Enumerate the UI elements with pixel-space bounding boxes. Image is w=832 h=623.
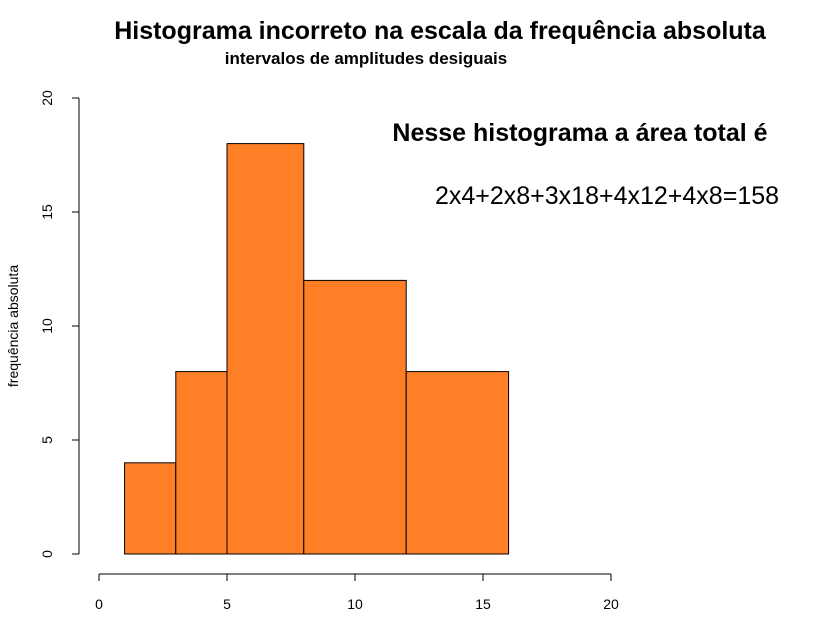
histogram-bar-1 bbox=[124, 462, 177, 555]
chart-subtitle: intervalos de amplitudes desiguais bbox=[225, 49, 507, 68]
bars-group bbox=[124, 143, 510, 555]
annotation-area-heading: Nesse histograma a área total é bbox=[392, 119, 767, 147]
x-tick-label: 10 bbox=[347, 596, 363, 612]
histogram-bar-5 bbox=[405, 371, 510, 555]
y-tick-label: 20 bbox=[39, 90, 55, 106]
histogram-bar-4 bbox=[303, 279, 407, 555]
y-tick-label: 5 bbox=[39, 436, 55, 444]
y-tick-label: 15 bbox=[39, 204, 55, 220]
y-tick-label: 0 bbox=[39, 550, 55, 558]
y-axis-title: frequência absoluta bbox=[5, 265, 21, 387]
chart-title: Histograma incorreto na escala da frequê… bbox=[114, 17, 767, 45]
x-tick-label: 5 bbox=[223, 596, 231, 612]
y-tick-label: 10 bbox=[39, 318, 55, 334]
histogram-bar-3 bbox=[226, 143, 305, 555]
x-tick-label: 15 bbox=[475, 596, 491, 612]
x-axis-ticks: 0 5 10 15 20 bbox=[95, 574, 619, 612]
histogram-bar-2 bbox=[175, 371, 228, 555]
x-tick-label: 0 bbox=[95, 596, 103, 612]
y-axis-ticks: 0 5 10 15 20 bbox=[39, 90, 79, 558]
x-tick-label: 20 bbox=[603, 596, 619, 612]
annotation-area-formula: 2x4+2x8+3x18+4x12+4x8=158 bbox=[435, 182, 779, 210]
